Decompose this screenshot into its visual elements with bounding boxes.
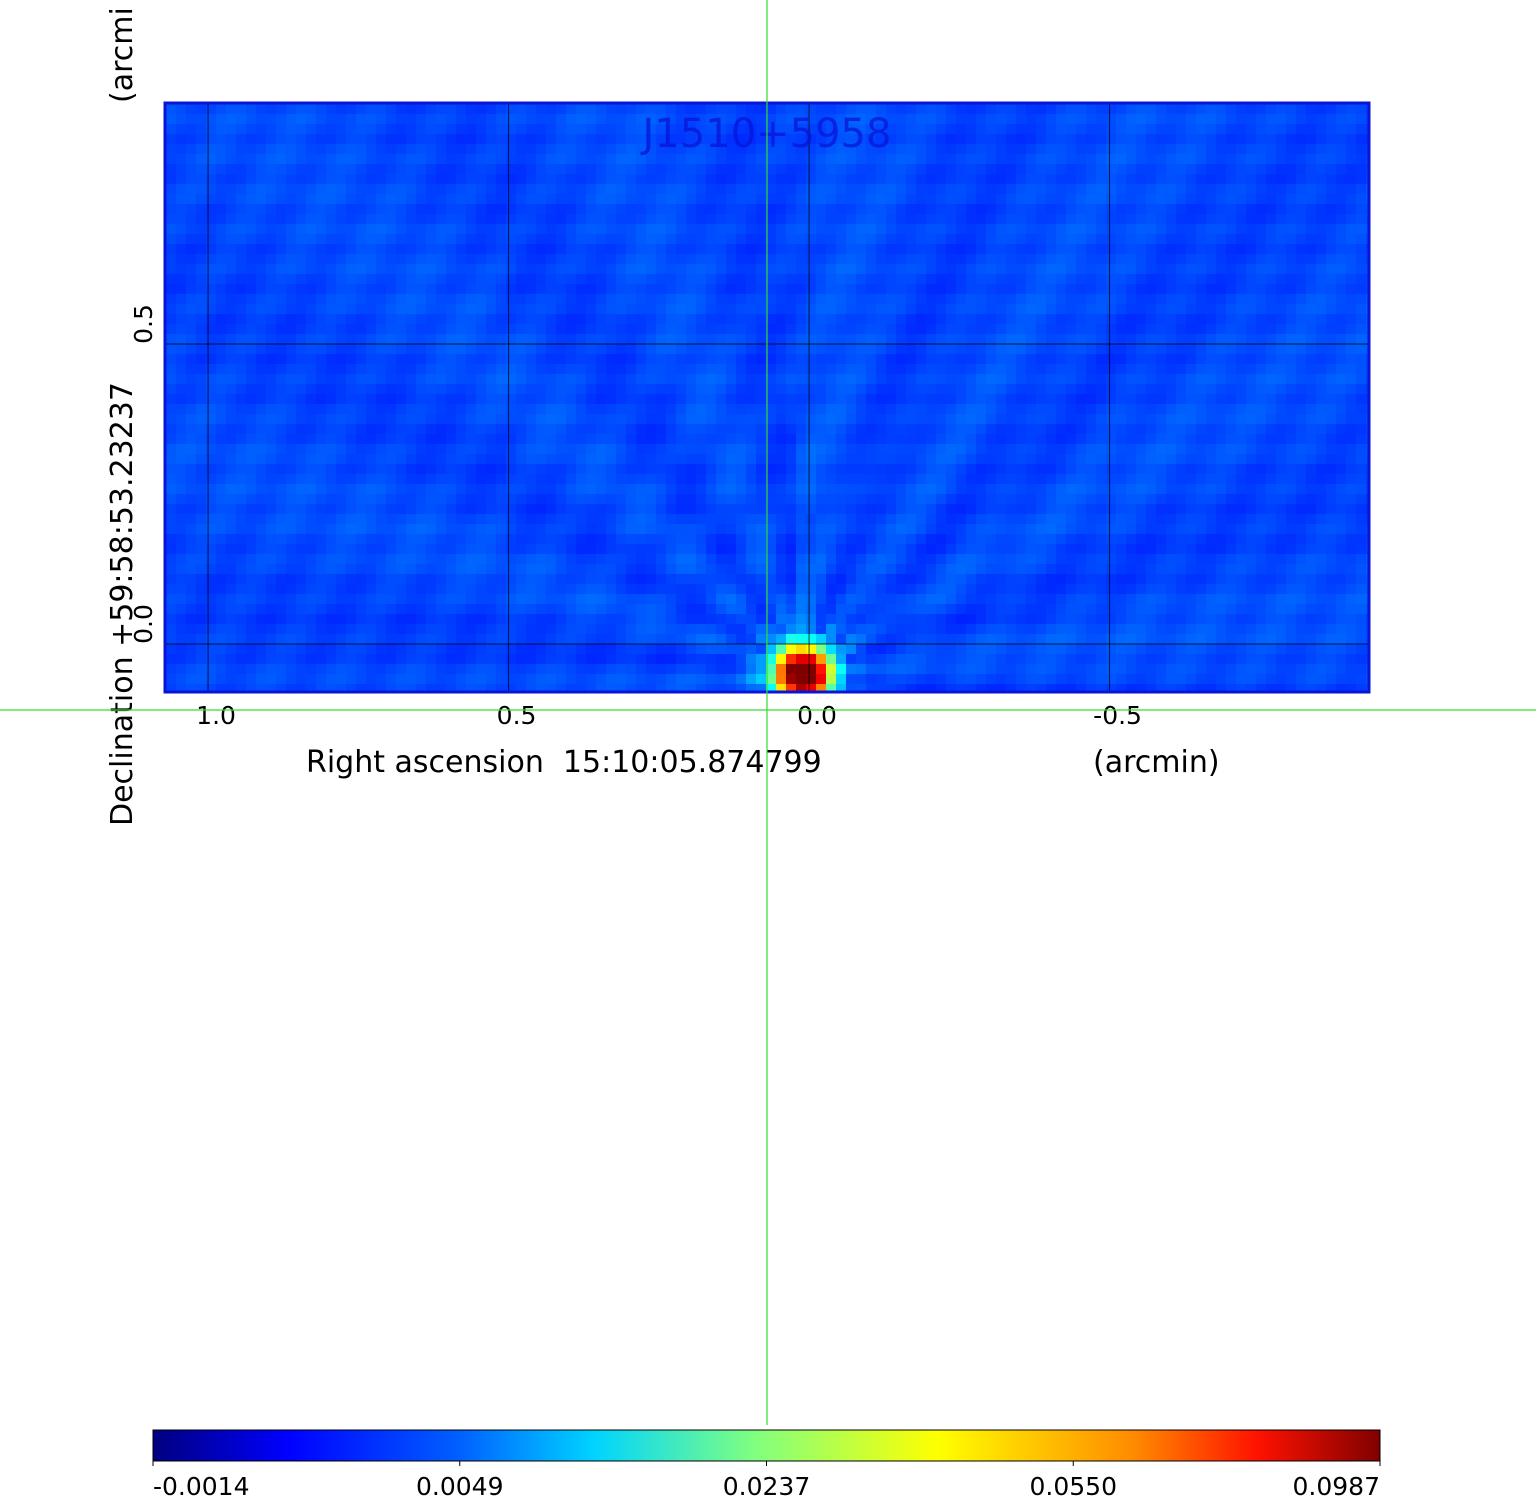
colorbar-tick-label: 0.0049 [416, 1472, 503, 1500]
colorbar [153, 1430, 1380, 1461]
chart-title: J1510+5958 [640, 111, 892, 157]
x-tick-label: 0.0 [797, 701, 837, 730]
x-axis-unit: (arcmin) [1093, 745, 1220, 780]
x-tick-label: 0.5 [497, 701, 537, 730]
y-tick-label: 0.5 [129, 304, 158, 344]
colorbar-tick-label: 0.0550 [1030, 1472, 1117, 1500]
colorbar-tick-label: 0.0987 [1293, 1472, 1380, 1500]
colorbar-ticks: -0.0014 0.0049 0.0237 0.0550 0.0987 [153, 1461, 1380, 1500]
x-tick-label: 1.0 [196, 701, 236, 730]
colorbar-tick-label: -0.0014 [153, 1472, 250, 1500]
x-tick-label: -0.5 [1093, 701, 1142, 730]
y-axis-label: Declination +59:58:53.23237 [105, 382, 140, 826]
y-axis-unit: (arcmi [105, 7, 140, 103]
x-axis-label: Right ascension 15:10:05.874799 [306, 745, 822, 780]
x-tick-labels: 1.0 0.5 0.0 -0.5 [196, 701, 1142, 730]
heatmap-image [166, 104, 1377, 695]
colorbar-tick-label: 0.0237 [723, 1472, 810, 1500]
